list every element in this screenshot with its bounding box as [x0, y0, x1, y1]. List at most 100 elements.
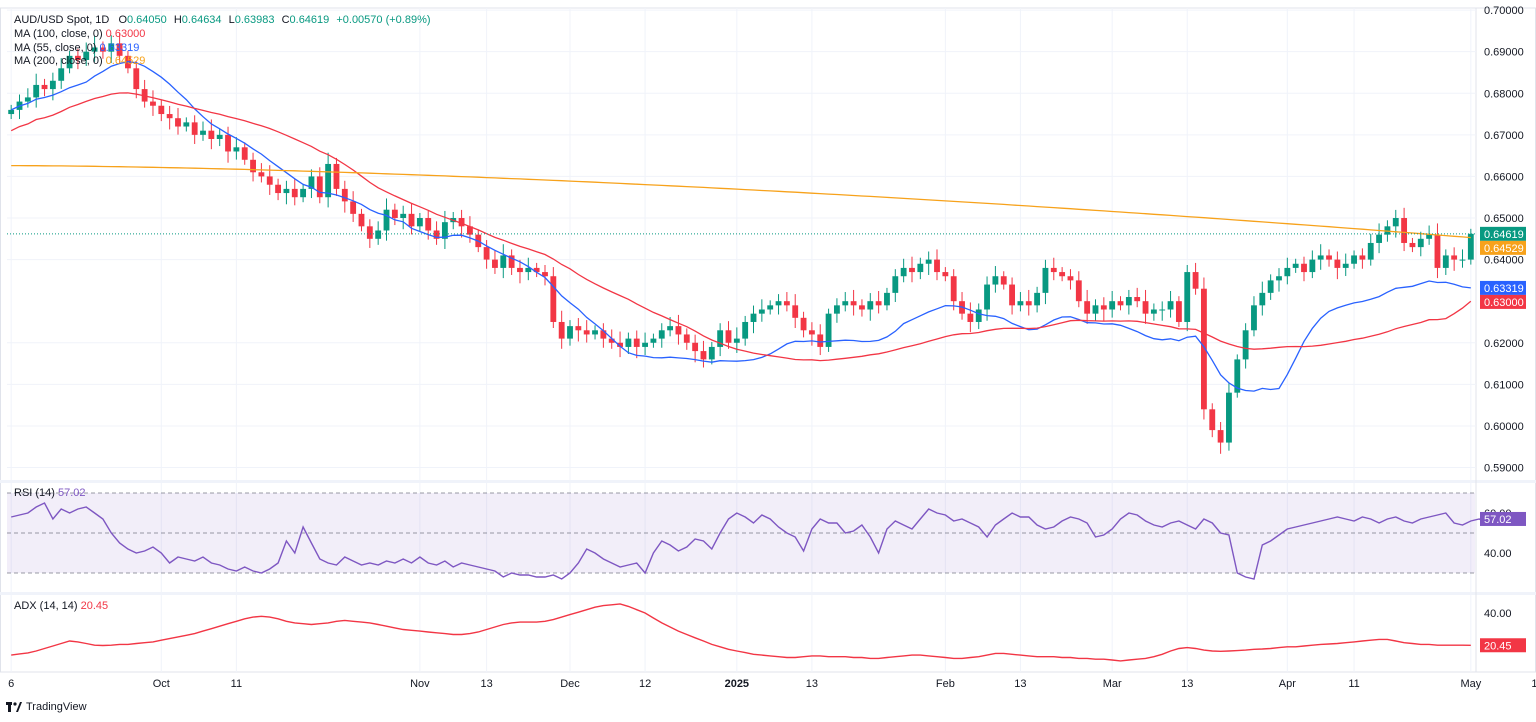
candle-body	[1426, 234, 1433, 239]
price-badge	[1480, 240, 1526, 255]
candle-body	[834, 305, 840, 314]
price-tick-label: 0.62000	[1484, 338, 1524, 350]
candle-body	[275, 184, 281, 194]
rsi-legend[interactable]: RSI (14) 57.02	[14, 487, 86, 501]
rsi-band	[7, 493, 1475, 573]
candle-body	[892, 276, 899, 293]
adx-badge-label: 20.45	[1484, 640, 1512, 652]
ma200-legend[interactable]: MA (200, close, 0) 0.64529	[14, 55, 145, 69]
price-tick-label: 0.68000	[1484, 88, 1524, 100]
candle-body	[1059, 272, 1066, 277]
candle-body	[158, 105, 165, 115]
price-tick-label: 0.67000	[1484, 130, 1524, 142]
candle-body	[800, 317, 807, 331]
candle-body	[1175, 301, 1182, 322]
price-badge	[1480, 280, 1526, 295]
candle-body	[400, 213, 407, 219]
candle-body	[1342, 263, 1349, 268]
price-badge-label: 0.64619	[1484, 229, 1524, 241]
candle-body	[1259, 292, 1266, 306]
ma55-legend[interactable]: MA (55, close, 0) 0.63319	[14, 42, 139, 56]
candle-body	[1409, 242, 1416, 248]
candle-body	[1326, 255, 1332, 260]
candle-body	[1284, 267, 1291, 277]
candle-body	[266, 176, 273, 185]
candle-body	[1459, 259, 1466, 261]
candle-body	[542, 272, 548, 277]
adx-legend[interactable]: ADX (14, 14) 20.45	[14, 600, 108, 614]
candle-body	[100, 47, 106, 52]
ma200-label: MA (200, close, 0)	[14, 55, 103, 67]
candle-body	[1251, 305, 1257, 331]
candle-body	[283, 188, 290, 194]
time-tick-label: Oct	[153, 678, 170, 690]
candle-body	[708, 346, 715, 360]
candle-body	[850, 301, 857, 306]
tradingview-logo[interactable]: TradingView	[6, 701, 87, 713]
candle-body	[1000, 276, 1007, 285]
change-value: +0.00570 (+0.89%)	[336, 14, 431, 26]
price-tick-label: 0.64000	[1484, 255, 1524, 267]
candle-body	[625, 338, 632, 347]
candle-body	[291, 188, 298, 198]
ma55-value: 0.63319	[99, 42, 140, 54]
candle-body	[1150, 309, 1157, 314]
rsi-badge-label: 57.02	[1484, 514, 1512, 526]
candle-body	[767, 305, 774, 310]
adx-line	[11, 603, 1471, 662]
candle-body	[1226, 392, 1232, 443]
ma100-legend[interactable]: MA (100, close, 0) 0.63000	[14, 28, 145, 42]
candle-body	[350, 201, 357, 214]
candle-body	[975, 309, 982, 322]
ma100-label: MA (100, close, 0)	[14, 28, 103, 40]
close-value: 0.64619	[289, 14, 330, 26]
candle-body	[775, 301, 782, 306]
candle-body	[917, 263, 924, 273]
candle-body	[467, 226, 473, 235]
candle-body	[49, 80, 56, 90]
candle-body	[1084, 301, 1091, 314]
candle-body	[41, 84, 48, 90]
ma100-line	[10, 92, 1472, 362]
open-value: 0.64050	[127, 14, 167, 26]
candle-body	[366, 226, 373, 239]
candle-body	[1109, 301, 1116, 310]
candle-body	[91, 47, 98, 52]
candle-body	[1017, 301, 1024, 306]
time-tick-label: 13	[806, 678, 818, 690]
candle-body	[66, 55, 73, 69]
candle-body	[808, 330, 815, 335]
candle-body	[391, 209, 398, 219]
candle-body	[191, 122, 198, 135]
candle-body	[992, 276, 999, 285]
rsi-label: RSI (14)	[14, 487, 55, 499]
candle-body	[1142, 301, 1149, 314]
time-tick-label: 13	[1014, 678, 1026, 690]
candle-body	[617, 342, 623, 347]
candle-body	[842, 301, 849, 306]
candle-body	[583, 330, 590, 335]
candle-body	[175, 118, 181, 127]
candle-body	[700, 351, 707, 360]
candle-body	[1451, 255, 1458, 260]
candle-body	[825, 313, 832, 347]
candle-body	[967, 313, 974, 322]
candle-body	[1309, 259, 1316, 273]
candle-body	[1201, 288, 1207, 410]
candle-body	[525, 267, 532, 273]
candle-body	[1050, 267, 1057, 273]
candle-body	[216, 134, 223, 139]
candle-body	[675, 326, 682, 335]
candle-body	[867, 301, 874, 310]
candle-body	[558, 321, 565, 339]
candle-body	[1209, 409, 1216, 431]
candle-body	[1301, 263, 1307, 273]
candle-body	[1075, 280, 1082, 302]
price-tick-label: 0.59000	[1484, 463, 1524, 475]
open-label: O	[118, 14, 127, 26]
price-tick-label: 0.65000	[1484, 213, 1524, 225]
candle-body	[783, 301, 790, 306]
time-tick-label: Nov	[410, 678, 430, 690]
candle-body	[508, 255, 515, 268]
